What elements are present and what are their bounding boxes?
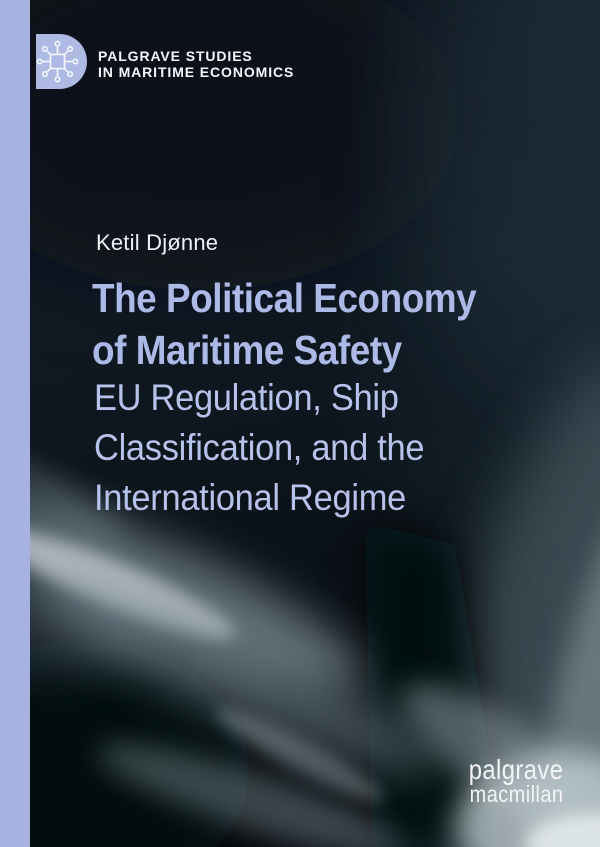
book-subtitle-line1: EU Regulation, Ship [94,377,399,418]
author-name: Ketil Djønne [96,230,219,255]
series-title-line1: PALGRAVE STUDIES [98,48,253,64]
series-title: PALGRAVE STUDIES IN MARITIME ECONOMICS [98,48,294,80]
accent-strip [0,0,30,847]
publisher-name-macmillan: macmillan [469,781,563,807]
book-title-line1: The Political Economy [92,275,477,321]
publisher-name-palgrave: palgrave [468,754,563,785]
book-title-line2: of Maritime Safety [92,327,402,373]
series-logo-capsule [36,34,87,89]
book-subtitle-line3: International Regime [94,477,406,518]
book-title: The Political Economy of Maritime Safety [92,272,477,376]
series-title-line2: IN MARITIME ECONOMICS [98,64,295,80]
publisher-logo: palgrave macmillan [468,756,563,806]
book-subtitle-line2: Classification, and the [94,427,425,468]
book-subtitle: EU Regulation, Ship Classification, and … [94,373,425,523]
palgrave-network-icon [36,40,79,83]
